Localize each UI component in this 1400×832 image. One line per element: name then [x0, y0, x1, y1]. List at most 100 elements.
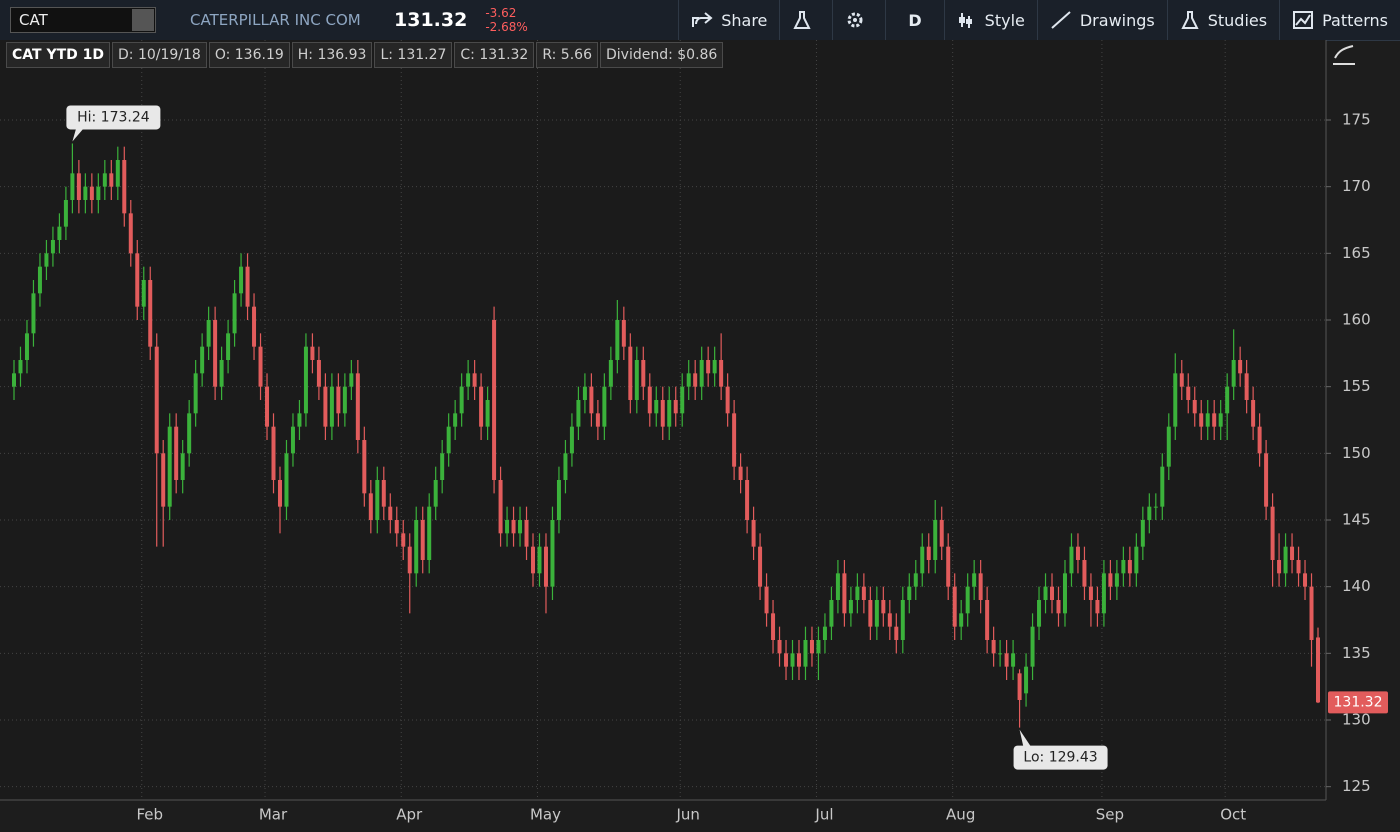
net-change: -3.62	[485, 6, 517, 20]
candle-body	[1056, 600, 1061, 614]
candle-body	[226, 333, 231, 360]
candle-body	[796, 653, 801, 667]
candle-body	[1011, 653, 1016, 667]
candle-body	[563, 453, 568, 480]
x-tick-label: Mar	[259, 806, 288, 824]
candle-body	[1283, 546, 1288, 574]
candle-body	[329, 386, 334, 427]
candle-body	[31, 293, 36, 334]
candle-body	[758, 546, 763, 587]
candle-body	[472, 373, 477, 387]
candle-body	[466, 373, 471, 387]
candle-body	[1205, 413, 1210, 427]
candle-body	[239, 266, 244, 294]
candle-body	[861, 586, 866, 600]
candle-body	[1173, 373, 1178, 427]
y-tick-label: 145	[1342, 511, 1371, 529]
candle-body	[939, 520, 944, 547]
candle-body	[1231, 360, 1236, 387]
candle-body	[725, 386, 730, 414]
candle-body	[1030, 626, 1035, 667]
candle-body	[978, 573, 983, 600]
candle-body	[1017, 673, 1022, 700]
settings-button[interactable]	[832, 0, 885, 40]
candle-body	[608, 360, 613, 387]
candle-body	[998, 653, 1003, 655]
x-tick-label: Sep	[1096, 806, 1124, 824]
candle-body	[1244, 373, 1249, 400]
candle-body	[167, 426, 172, 507]
x-tick-label: Feb	[136, 806, 163, 824]
candle-body	[1199, 413, 1204, 427]
candle-body	[368, 493, 373, 520]
candle-body	[89, 186, 94, 200]
candle-body	[628, 346, 633, 400]
candle-body	[63, 200, 68, 227]
y-tick-label: 150	[1342, 444, 1371, 462]
candle-body	[1212, 413, 1217, 427]
candle-body	[660, 400, 665, 427]
candle-body	[1121, 560, 1126, 574]
candle-body	[907, 586, 912, 600]
candle-body	[848, 600, 853, 614]
candle-body	[135, 253, 140, 307]
flask-button[interactable]	[779, 0, 832, 40]
candle-body	[933, 520, 938, 560]
candle-body	[427, 506, 432, 560]
price-callout: Lo: 129.43	[1013, 729, 1108, 770]
last-price-label: 131.32	[1334, 694, 1383, 710]
candle-body	[206, 320, 211, 347]
candle-body	[44, 253, 49, 267]
candle-body	[102, 173, 107, 187]
candle-body	[271, 426, 276, 480]
candle-body	[161, 453, 166, 507]
candle-body	[965, 586, 970, 614]
y-tick-label: 135	[1342, 644, 1371, 662]
candle-body	[420, 520, 425, 560]
candle-body	[303, 346, 308, 414]
candle-body	[323, 386, 328, 427]
candle-body	[1238, 360, 1243, 374]
style-button[interactable]: Style	[943, 0, 1037, 40]
drawings-button[interactable]: Drawings	[1036, 0, 1167, 40]
candle-body	[855, 586, 860, 600]
patterns-button[interactable]: Patterns	[1279, 0, 1400, 40]
candle-body	[537, 546, 542, 574]
toolbar: CAT CATERPILLAR INC COM 131.32 -3.62 -2.6…	[0, 0, 1400, 41]
candle-body	[543, 546, 548, 587]
candle-body	[803, 640, 808, 667]
y-tick-label: 130	[1342, 711, 1371, 729]
studies-button[interactable]: Studies	[1166, 0, 1279, 40]
info-field: Dividend: $0.86	[599, 42, 724, 68]
candle-body	[913, 573, 918, 587]
callout-pointer	[1019, 729, 1032, 748]
candle-body	[946, 546, 951, 587]
candle-body	[219, 360, 224, 387]
symbol-box[interactable]: CAT	[10, 7, 156, 33]
candle-body	[394, 520, 399, 534]
y-tick-label: 160	[1342, 311, 1371, 329]
candle-body	[37, 266, 42, 294]
candle-body	[745, 480, 750, 520]
dropdown[interactable]	[132, 9, 154, 31]
candle-body	[771, 613, 776, 640]
label: Style	[984, 10, 1025, 30]
candle-body	[920, 546, 925, 574]
candle-body	[109, 173, 114, 187]
candle-body	[485, 400, 490, 427]
info-field: D: 10/19/18	[112, 42, 207, 68]
candle-body	[1037, 600, 1042, 627]
chart-icon[interactable]	[1333, 45, 1355, 65]
share-button[interactable]: Share	[678, 0, 779, 40]
candle-body	[991, 640, 996, 654]
candle-body	[1004, 653, 1009, 667]
candle-body	[764, 586, 769, 614]
candle-body	[252, 306, 257, 347]
candle-body	[381, 480, 386, 507]
candle-body	[414, 520, 419, 574]
period-button[interactable]: D	[885, 0, 943, 40]
candle-body	[362, 440, 367, 494]
y-tick-label: 175	[1342, 111, 1371, 129]
candle-body	[1179, 373, 1184, 387]
candle-body	[822, 626, 827, 640]
